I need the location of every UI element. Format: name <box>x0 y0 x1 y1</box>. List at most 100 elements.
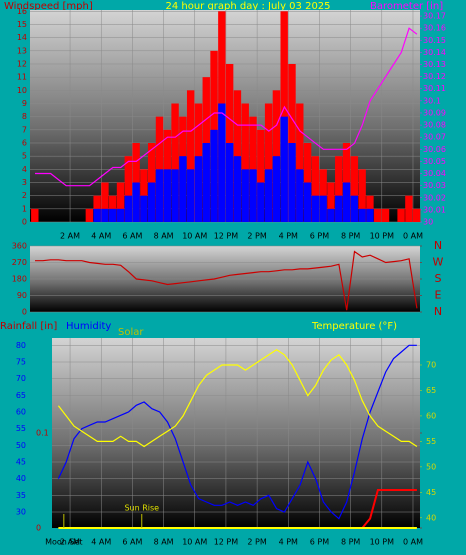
x-tick-label: 2 AM <box>60 232 80 241</box>
tick-label: 30.08 <box>423 121 446 130</box>
bar <box>335 156 343 222</box>
tick-label: 0 <box>22 218 27 227</box>
bar <box>218 103 226 222</box>
tick-label: 7 <box>22 125 27 134</box>
tick-label: 30 <box>16 508 26 517</box>
tick-label: 35 <box>16 491 26 500</box>
tick-label: 9 <box>22 99 27 108</box>
tick-label: 30.02 <box>423 193 446 202</box>
solar-axis-title: Solar <box>118 327 144 338</box>
tick-label: 70 <box>16 374 26 383</box>
tick-label: 12 <box>17 59 27 68</box>
tick-label: 11 <box>17 73 27 82</box>
bar <box>186 90 195 222</box>
bar <box>116 208 125 222</box>
bar <box>101 208 109 222</box>
tick-label: 70 <box>426 360 436 369</box>
tick-label: 0.1 <box>36 429 49 438</box>
bar <box>179 156 187 222</box>
tick-label: 50 <box>16 441 26 450</box>
tick-label: 3 <box>22 178 27 187</box>
bar <box>163 169 171 222</box>
bar <box>132 182 140 222</box>
bar <box>210 129 218 222</box>
bar <box>303 182 312 222</box>
series-line <box>35 27 418 187</box>
bar <box>374 208 382 222</box>
x-tick-label: 8 AM <box>154 538 174 547</box>
tick-label: 30.16 <box>423 24 446 33</box>
tick-label: 50 <box>426 462 436 471</box>
bar <box>358 208 366 222</box>
bar <box>311 156 320 222</box>
x-tick-label: 6 AM <box>122 232 142 241</box>
bar <box>241 169 249 222</box>
x-tick-label: 0 AM <box>403 538 423 547</box>
tick-label: 5 <box>22 152 27 161</box>
tick-label: N <box>434 305 442 318</box>
tick-label: 4 <box>22 165 27 174</box>
x-tick-label: 6 AM <box>122 538 142 547</box>
bar <box>264 103 273 222</box>
x-tick-label: 8 PM <box>341 232 360 241</box>
bar <box>124 195 133 222</box>
x-tick-label: 6 PM <box>310 232 329 241</box>
x-tick-label: 12 PM <box>214 538 239 547</box>
bar <box>296 169 304 222</box>
tick-label: 30.06 <box>423 145 446 154</box>
bar <box>147 182 156 222</box>
tick-label: 65 <box>16 391 26 400</box>
series-line <box>57 344 417 520</box>
tick-label: 6 <box>22 138 27 147</box>
tick-label: 2 <box>22 191 27 200</box>
x-tick-label: 12 PM <box>214 232 239 241</box>
bar <box>366 208 374 222</box>
tick-label: 30.1 <box>423 96 441 105</box>
tick-label: W <box>433 256 444 269</box>
tick-label: 80 <box>16 341 26 350</box>
tick-label: 45 <box>16 458 26 467</box>
tick-label: 10 <box>17 86 27 95</box>
tick-label: 14 <box>17 33 27 42</box>
rain-axis-title: Rainfall [in] <box>0 321 57 332</box>
wind-axis-title: Windspeed [mph] <box>4 1 93 12</box>
tick-label: 30.17 <box>423 12 446 21</box>
bar <box>31 208 39 222</box>
x-tick-label: 4 AM <box>91 538 111 547</box>
bar <box>225 142 234 222</box>
tick-label: 75 <box>16 358 26 367</box>
bar <box>381 208 390 222</box>
bar <box>85 208 94 222</box>
tick-label: 8 <box>22 112 27 121</box>
tick-label: 60 <box>16 408 26 417</box>
x-tick-label: 10 PM <box>370 538 395 547</box>
tick-label: S <box>435 272 442 285</box>
tick-label: 55 <box>426 437 436 446</box>
tick-label: 30 <box>423 218 433 227</box>
tick-label: 60 <box>426 411 436 420</box>
bar <box>288 142 296 222</box>
series-line <box>35 250 418 311</box>
bar <box>124 156 133 222</box>
x-tick-label: 10 AM <box>182 232 207 241</box>
x-tick-label: 4 AM <box>91 232 111 241</box>
bar <box>397 208 405 222</box>
bar <box>272 156 281 222</box>
tick-label: 360 <box>12 242 27 251</box>
plot-area <box>52 338 420 528</box>
bar <box>350 156 359 222</box>
bar <box>319 195 327 222</box>
bar <box>109 208 117 222</box>
tick-label: 15 <box>17 20 27 29</box>
bar <box>335 195 343 222</box>
tick-label: 30.03 <box>423 181 446 190</box>
barometer-axis-title: Barometer [in] <box>370 1 443 12</box>
tick-label: 30.04 <box>423 169 446 178</box>
bar <box>155 169 164 222</box>
bar <box>327 182 335 222</box>
bar <box>233 156 242 222</box>
tick-label: E <box>435 289 442 302</box>
bar <box>358 169 366 222</box>
tick-label: 90 <box>17 291 27 300</box>
x-tick-label: 0 AM <box>403 232 423 241</box>
